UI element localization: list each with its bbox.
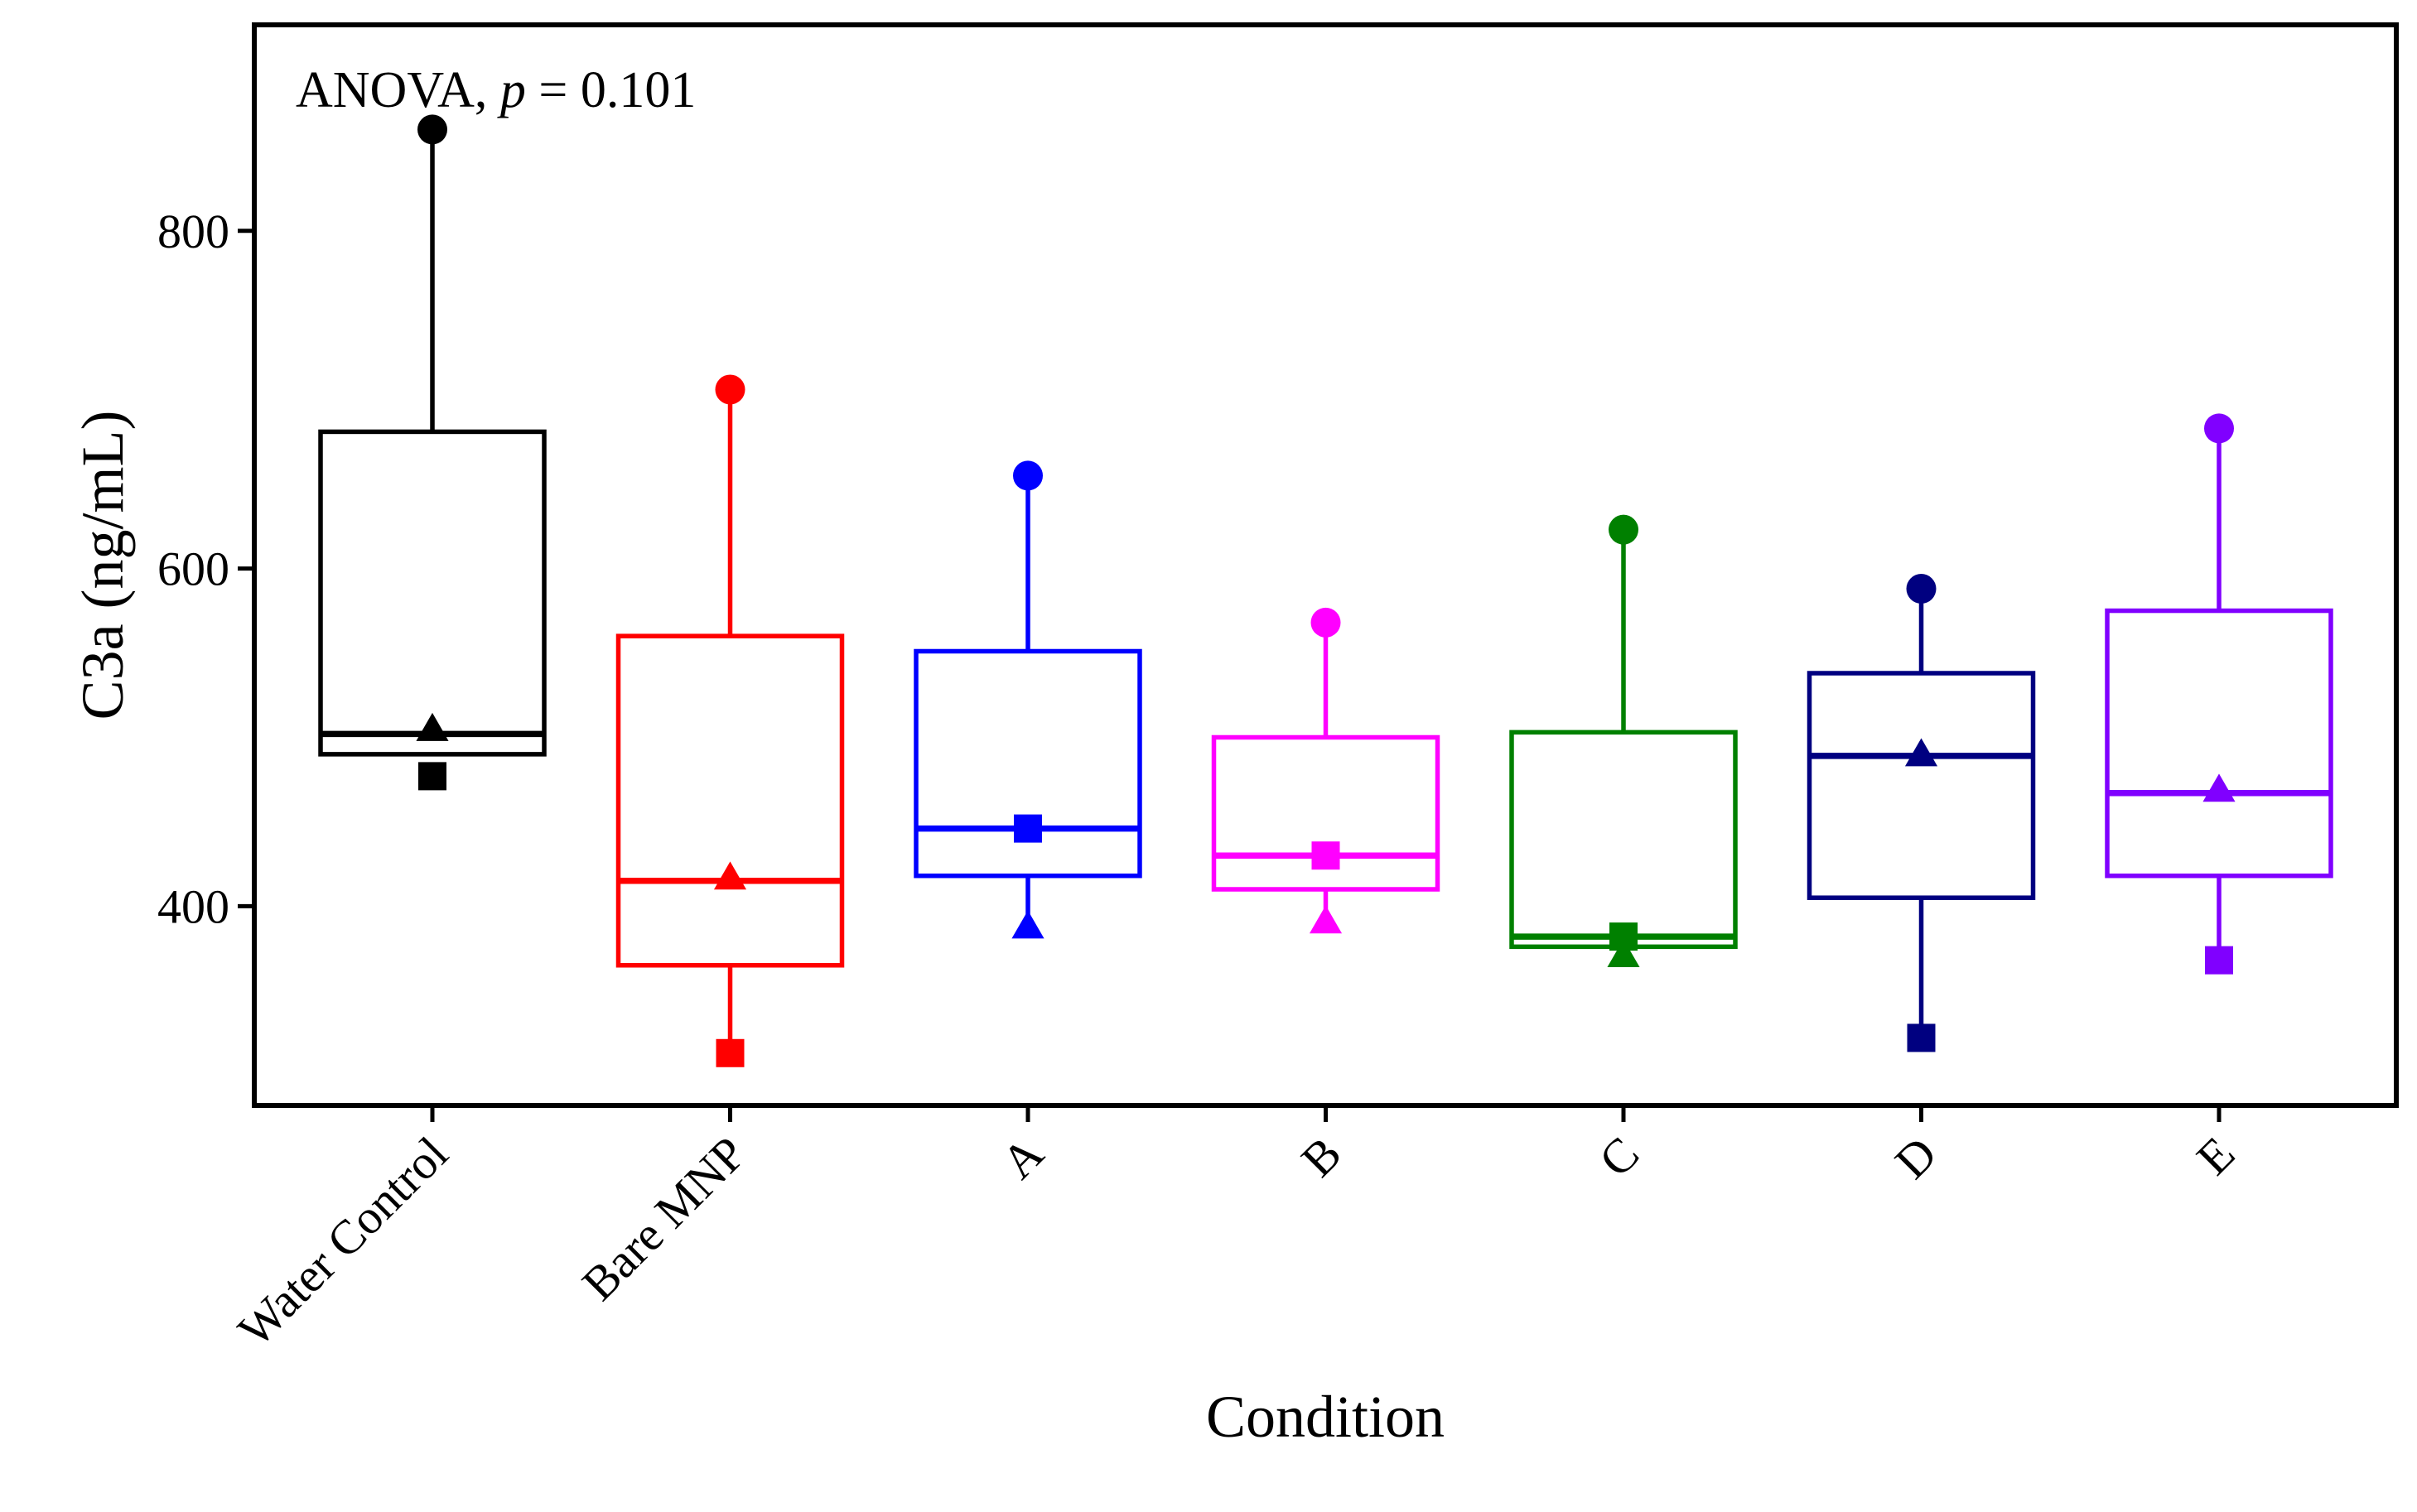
point-triangle-3 <box>1309 905 1343 934</box>
box-group-6 <box>2105 413 2333 975</box>
point-circle-0 <box>417 114 447 145</box>
x-tick-label-2: A <box>991 1126 1054 1189</box>
point-square-6 <box>2205 946 2233 975</box>
marks-layer <box>318 114 2333 1067</box>
p-symbol: p <box>497 62 526 118</box>
anova-prefix: ANOVA, <box>296 62 500 118</box>
point-circle-1 <box>715 374 745 405</box>
point-square-3 <box>1311 841 1340 870</box>
axes-layer: 400 600 800 Water Control Bare MNP A B C D E <box>157 205 2245 1357</box>
box-2 <box>914 648 1142 879</box>
y-axis-title: C3a (ng/mL) <box>70 411 136 720</box>
box-group-2 <box>914 460 1142 939</box>
point-circle-3 <box>1310 607 1341 638</box>
plot-frame <box>252 22 2399 1108</box>
box-group-4 <box>1509 514 1738 968</box>
point-triangle-0 <box>416 712 449 741</box>
box-1 <box>615 633 845 968</box>
x-tick-label-3: B <box>1291 1126 1351 1187</box>
point-square-2 <box>1014 814 1042 843</box>
y-tick-label-600: 600 <box>157 542 229 596</box>
box-3 <box>1211 734 1440 892</box>
box-5 <box>1807 671 2036 900</box>
point-triangle-6 <box>2202 773 2236 802</box>
anova-annotation: ANOVA, p = 0.101 <box>296 62 696 118</box>
box-group-1 <box>615 374 845 1067</box>
y-tick-label-400: 400 <box>157 879 229 933</box>
box-0 <box>318 429 547 757</box>
point-square-0 <box>418 762 446 791</box>
x-tick-label-1: Bare MNP <box>572 1126 756 1311</box>
y-tick-label-800: 800 <box>157 205 229 258</box>
point-circle-6 <box>2204 413 2234 444</box>
point-circle-4 <box>1609 514 1638 545</box>
box-6 <box>2105 608 2333 879</box>
point-square-1 <box>716 1038 745 1067</box>
point-square-5 <box>1907 1023 1936 1052</box>
x-tick-label-4: C <box>1589 1126 1649 1187</box>
x-tick-label-5: D <box>1884 1126 1947 1189</box>
x-tick-label-6: E <box>2186 1126 2245 1185</box>
point-circle-2 <box>1013 460 1043 491</box>
x-tick-label-0: Water Control <box>228 1126 458 1356</box>
anova-value: = 0.101 <box>526 62 696 118</box>
point-triangle-2 <box>1011 910 1044 939</box>
box-group-3 <box>1211 607 1440 934</box>
point-circle-5 <box>1906 574 1937 604</box>
box-group-5 <box>1807 574 2036 1052</box>
box-4 <box>1509 730 1738 950</box>
point-triangle-4 <box>1607 939 1640 968</box>
x-axis-title: Condition <box>1206 1384 1445 1450</box>
point-triangle-1 <box>713 861 747 890</box>
box-group-0 <box>318 114 547 791</box>
point-triangle-5 <box>1904 738 1938 767</box>
